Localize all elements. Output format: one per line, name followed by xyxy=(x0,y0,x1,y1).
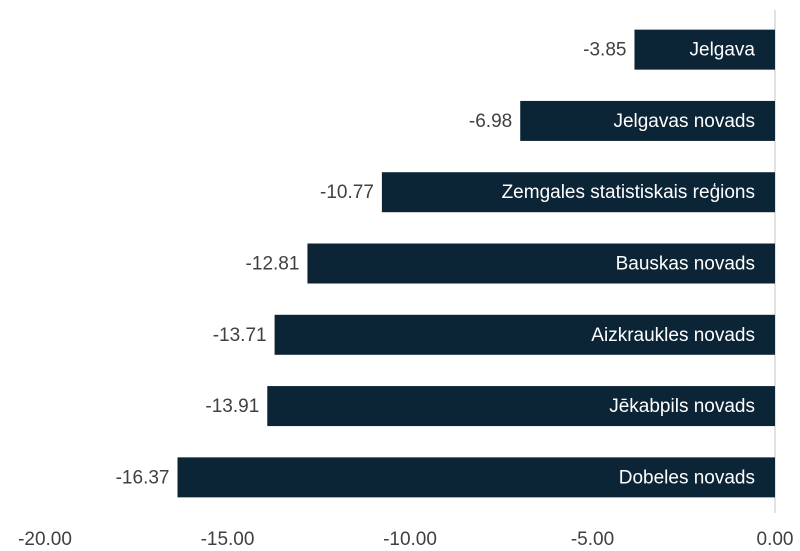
value-label: -6.98 xyxy=(469,111,512,132)
category-label: Jēkabpils novads xyxy=(609,396,755,417)
bar xyxy=(177,457,775,498)
value-label: -3.85 xyxy=(583,40,626,61)
bar xyxy=(520,100,775,141)
value-label: -10.77 xyxy=(320,182,374,203)
category-label: Zemgales statistiskais reģions xyxy=(502,182,755,203)
category-label: Dobeles novads xyxy=(619,467,755,488)
x-tick-label: -20.00 xyxy=(18,529,72,550)
category-label: Jelgavas novads xyxy=(613,111,755,132)
category-label: Aizkraukles novads xyxy=(591,325,755,346)
x-tick-label: -15.00 xyxy=(201,529,255,550)
bar xyxy=(267,386,775,427)
x-tick-label: -10.00 xyxy=(383,529,437,550)
category-label: Jelgava xyxy=(690,40,756,61)
value-label: -13.71 xyxy=(213,325,267,346)
category-label: Bauskas novads xyxy=(616,254,755,275)
x-tick-label: -5.00 xyxy=(571,529,614,550)
bar xyxy=(307,243,775,284)
value-label: -12.81 xyxy=(246,254,300,275)
x-tick-label: 0.00 xyxy=(757,529,794,550)
bar xyxy=(381,172,775,213)
value-label: -16.37 xyxy=(116,467,170,488)
value-label: -13.91 xyxy=(205,396,259,417)
bar xyxy=(274,314,775,355)
bar xyxy=(634,29,775,70)
